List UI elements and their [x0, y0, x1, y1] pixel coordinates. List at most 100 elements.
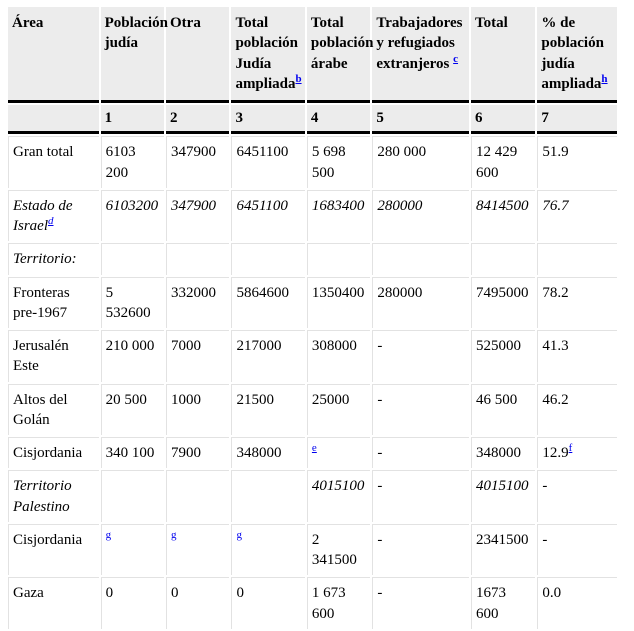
cell-text: 6451100: [236, 144, 289, 161]
column-number: 4: [306, 105, 371, 135]
column-number: 7: [537, 105, 617, 135]
table-cell: -: [537, 523, 617, 576]
table-cell: 5 532600: [100, 276, 165, 328]
table-cell: 1 673 600: [306, 577, 371, 629]
cell-text: -: [377, 445, 383, 461]
cell-text: 1350400: [311, 284, 365, 301]
cell-text: 0: [105, 585, 114, 602]
table-cell: 340 100: [100, 437, 165, 469]
column-header-total: Total: [470, 7, 536, 103]
footnote-link-d[interactable]: d: [48, 215, 54, 227]
table-cell: -: [537, 470, 617, 522]
cell-text: 7495000: [475, 284, 529, 301]
table-cell: 347900: [166, 136, 230, 188]
cell-text: 347900: [171, 197, 217, 214]
column-number: 6: [470, 105, 536, 135]
cell-text: Jerusalén Este: [13, 338, 69, 375]
cell-text: 20 500: [105, 391, 147, 408]
column-header-poblacion-judia: Población judía: [100, 7, 168, 103]
cell-text: 340 100: [105, 445, 155, 461]
row-label-cell: Territorio:: [8, 243, 99, 275]
column-number: 1: [100, 105, 165, 135]
table-cell: 20 500: [100, 383, 165, 435]
cell-text: Altos del Golán: [13, 391, 68, 428]
table-cell: -: [372, 383, 469, 435]
footnote-sup: c: [453, 53, 458, 65]
cell-text: 4015100: [311, 478, 365, 495]
cell-text: 21500: [236, 391, 274, 408]
table-cell: [231, 243, 305, 275]
table-cell: [166, 243, 230, 275]
table-row-territorio-palestino: Territorio Palestino 4015100-4015100-: [8, 470, 617, 522]
cell-text: 12.9: [542, 445, 569, 461]
cell-text: 332000: [171, 284, 217, 301]
footnote-link-g[interactable]: g: [236, 528, 242, 541]
cell-text: 5 698 500: [311, 144, 346, 181]
cell-text: 46 500: [475, 391, 518, 408]
cell-text: 1683400: [311, 197, 365, 214]
footnote-sup: g: [171, 529, 177, 541]
footnote-link-g[interactable]: g: [105, 528, 112, 541]
cell-text: 12 429 600: [475, 144, 518, 181]
table-cell: [306, 243, 371, 275]
table-cell: 12.9f: [537, 437, 617, 469]
row-label-cell: Cisjordania: [8, 437, 99, 469]
table-cell: 6451100: [231, 189, 305, 242]
table-cell: 7495000: [470, 276, 536, 328]
table-cell: 0.0: [537, 577, 617, 629]
table-cell: [470, 243, 536, 275]
table-cell: 0: [231, 577, 305, 629]
table-cell: 0: [166, 577, 230, 629]
cell-text: 1 673 600: [311, 585, 346, 622]
cell-text: 5864600: [236, 284, 289, 301]
table-cell: [100, 470, 165, 522]
table-cell: 332000: [166, 276, 230, 328]
table-cell: 280000: [372, 276, 469, 328]
cell-text: 280 000: [377, 144, 427, 161]
column-header-label: Trabajadores y refugiados extranjeros: [376, 15, 463, 72]
column-header-otra: Otra: [166, 7, 230, 103]
footnote-link-h[interactable]: h: [601, 72, 608, 85]
cell-text: Territorio Palestino: [13, 478, 72, 515]
table-cell: 46 500: [470, 383, 536, 435]
cell-text: -: [377, 338, 383, 354]
footnote-link-g[interactable]: g: [171, 528, 177, 541]
column-number-row: 1 2 3 4 5 6 7: [8, 105, 617, 135]
column-header-label: Otra: [170, 15, 201, 31]
footnote-link-f[interactable]: f: [568, 442, 573, 454]
table-cell: [537, 243, 617, 275]
cell-text: -: [377, 531, 383, 548]
table-cell: 210 000: [100, 330, 165, 382]
table-row-jerusalen-este: Jerusalén Este 210 000 7000 217000 308000 - 52…: [8, 330, 617, 382]
cell-text: 1673 600: [475, 585, 506, 622]
row-label-cell: Gaza: [8, 577, 99, 629]
cell-text: 41.3: [542, 338, 569, 354]
footnote-sup: g: [236, 529, 242, 541]
column-header-area: Área: [8, 7, 99, 103]
table-row-gaza: Gaza 0 0 0 1 673 600 - 1673 600 0.0: [8, 577, 617, 629]
row-label-cell: Altos del Golán: [8, 383, 99, 435]
cell-text: 46.2: [542, 391, 569, 408]
table-cell: 6103 200: [100, 136, 165, 188]
cell-text: -: [377, 478, 383, 495]
footnote-sup: h: [601, 73, 607, 85]
column-header-label: Total población Judía ampliada: [235, 15, 298, 92]
cell-text: Estado de Israel: [13, 197, 73, 234]
footnote-link-b[interactable]: b: [295, 72, 302, 85]
cell-text: 308000: [311, 338, 357, 354]
table-cell: 46.2: [537, 383, 617, 435]
table-cell: 5864600: [231, 276, 305, 328]
row-label-cell: Gran total: [8, 136, 99, 188]
cell-text: 0: [236, 585, 244, 602]
table-cell: [231, 470, 305, 522]
table-cell: -: [372, 577, 469, 629]
table-cell: g: [231, 523, 305, 576]
cell-text: 25000: [311, 391, 350, 408]
table-body: Gran total 6103 200 347900 6451100 5 698 500…: [8, 136, 617, 629]
footnote-link-e[interactable]: e: [311, 442, 317, 454]
cell-text: Gaza: [13, 585, 44, 602]
cell-text: 78.2: [542, 284, 569, 301]
footnote-link-c[interactable]: c: [453, 52, 459, 65]
cell-text: 347900: [171, 144, 217, 161]
